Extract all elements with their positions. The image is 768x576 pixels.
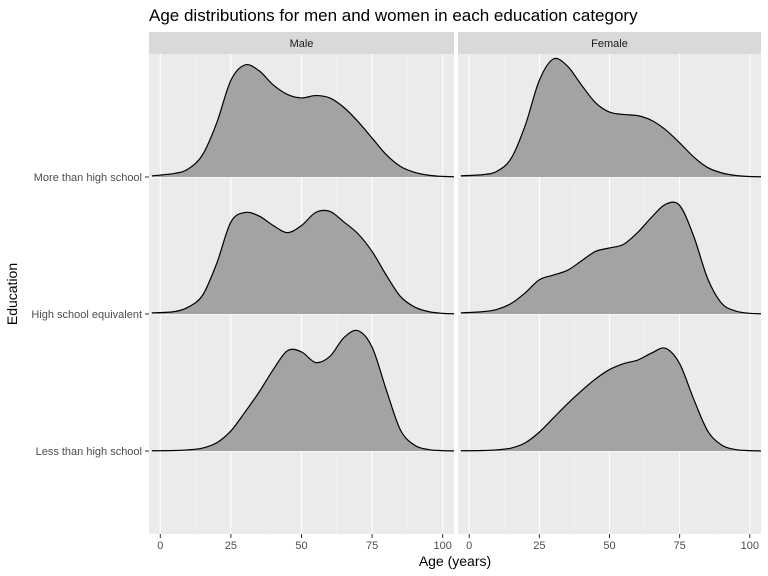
x-tick-label: 0	[157, 540, 163, 552]
facet-label: Male	[290, 38, 314, 50]
panel-male: Male 0 25 50 75 100	[149, 32, 455, 552]
x-tick-label: 0	[466, 540, 472, 552]
density-area-male-more-than-high-school	[151, 64, 454, 177]
facet-label: Female	[591, 38, 628, 50]
y-tick-label: More than high school	[34, 172, 142, 184]
y-tick-label: Less than high school	[36, 446, 142, 458]
density-line-male-less-than-high-school	[151, 329, 455, 452]
density-line-female-high-school-equivalent	[460, 201, 762, 315]
y-axis-ticks: More than high school High school equival…	[31, 172, 149, 458]
density-line-male-more-than-high-school	[151, 63, 455, 178]
density-area-female-high-school-equivalent	[460, 202, 761, 314]
x-tick-label: 100	[741, 540, 759, 552]
density-area-male-high-school-equivalent	[151, 210, 454, 314]
density-area-female-more-than-high-school	[460, 58, 761, 177]
density-area-male-less-than-high-school	[151, 330, 454, 451]
x-axis-title: Age (years)	[419, 553, 491, 569]
facet-strip	[458, 32, 761, 54]
density-area-female-less-than-high-school	[460, 347, 761, 451]
density-line-female-less-than-high-school	[460, 347, 762, 452]
facet-strip	[149, 32, 454, 54]
x-tick-label: 75	[674, 540, 686, 552]
density-line-male-high-school-equivalent	[151, 209, 455, 315]
x-tick-label: 75	[366, 540, 378, 552]
panels: Male 0 25 50 75 100 Female 0 25 50 75 100	[149, 32, 762, 552]
y-axis-title: Education	[4, 263, 20, 325]
panel-female: Female 0 25 50 75 100	[458, 32, 762, 552]
y-tick-label: High school equivalent	[31, 309, 142, 321]
x-tick-label: 50	[295, 540, 307, 552]
x-tick-label: 25	[225, 540, 237, 552]
chart-title: Age distributions for men and women in e…	[149, 6, 638, 25]
density-line-female-more-than-high-school	[460, 57, 762, 178]
x-tick-label: 50	[603, 540, 615, 552]
x-tick-label: 100	[434, 540, 452, 552]
x-tick-label: 25	[533, 540, 545, 552]
